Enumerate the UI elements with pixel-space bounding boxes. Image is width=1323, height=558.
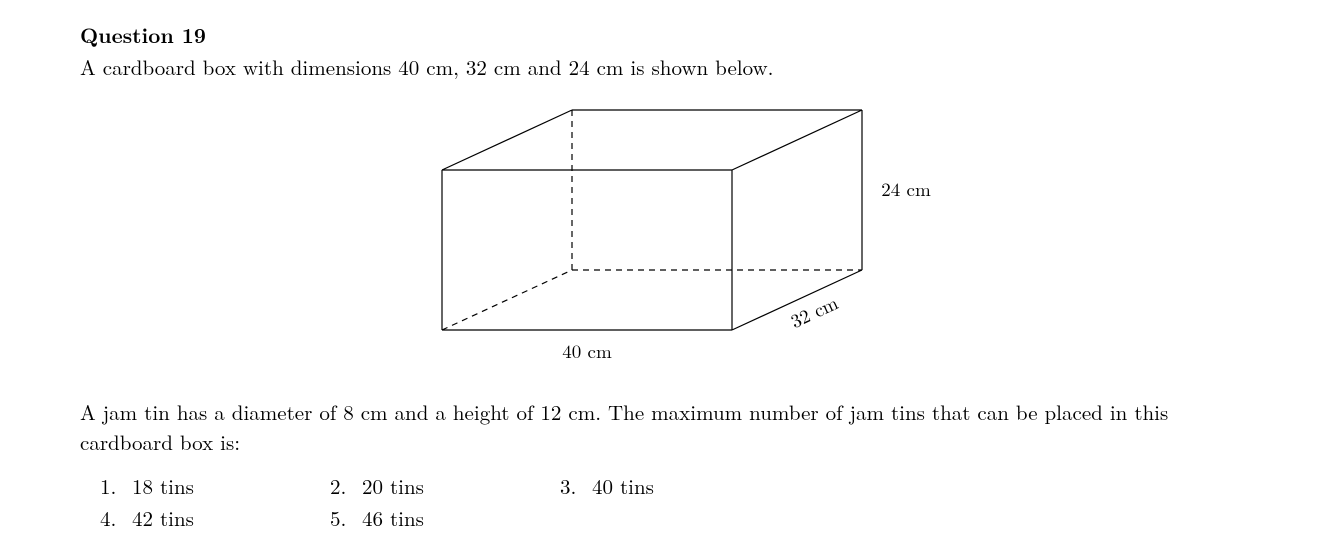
- box-diagram: 40 cm 32 cm 24 cm: [80, 90, 1243, 387]
- svg-text:40 cm: 40 cm: [562, 337, 612, 364]
- option-2: 2. 20 tins: [330, 471, 560, 501]
- option-number: 3.: [560, 471, 592, 501]
- option-number: 4.: [100, 503, 132, 533]
- option-label: 42 tins: [132, 503, 194, 533]
- option-label: 46 tins: [362, 503, 424, 533]
- answer-options: 1. 18 tins 2. 20 tins 3. 40 tins 4. 42 t…: [100, 471, 1243, 533]
- question-header: Question 19: [80, 20, 1243, 50]
- option-4: 4. 42 tins: [100, 503, 330, 533]
- option-label: 20 tins: [362, 471, 424, 501]
- svg-text:32 cm: 32 cm: [785, 288, 841, 333]
- svg-text:24 cm: 24 cm: [881, 175, 931, 202]
- option-label: 40 tins: [592, 471, 654, 501]
- question-prompt: A cardboard box with dimensions 40 cm, 3…: [80, 52, 1243, 82]
- option-label: 18 tins: [132, 471, 194, 501]
- option-5: 5. 46 tins: [330, 503, 560, 533]
- option-number: 2.: [330, 471, 362, 501]
- question-subprompt: A jam tin has a diameter of 8 cm and a h…: [80, 397, 1243, 457]
- option-number: 1.: [100, 471, 132, 501]
- option-1: 1. 18 tins: [100, 471, 330, 501]
- option-number: 5.: [330, 503, 362, 533]
- option-3: 3. 40 tins: [560, 471, 790, 501]
